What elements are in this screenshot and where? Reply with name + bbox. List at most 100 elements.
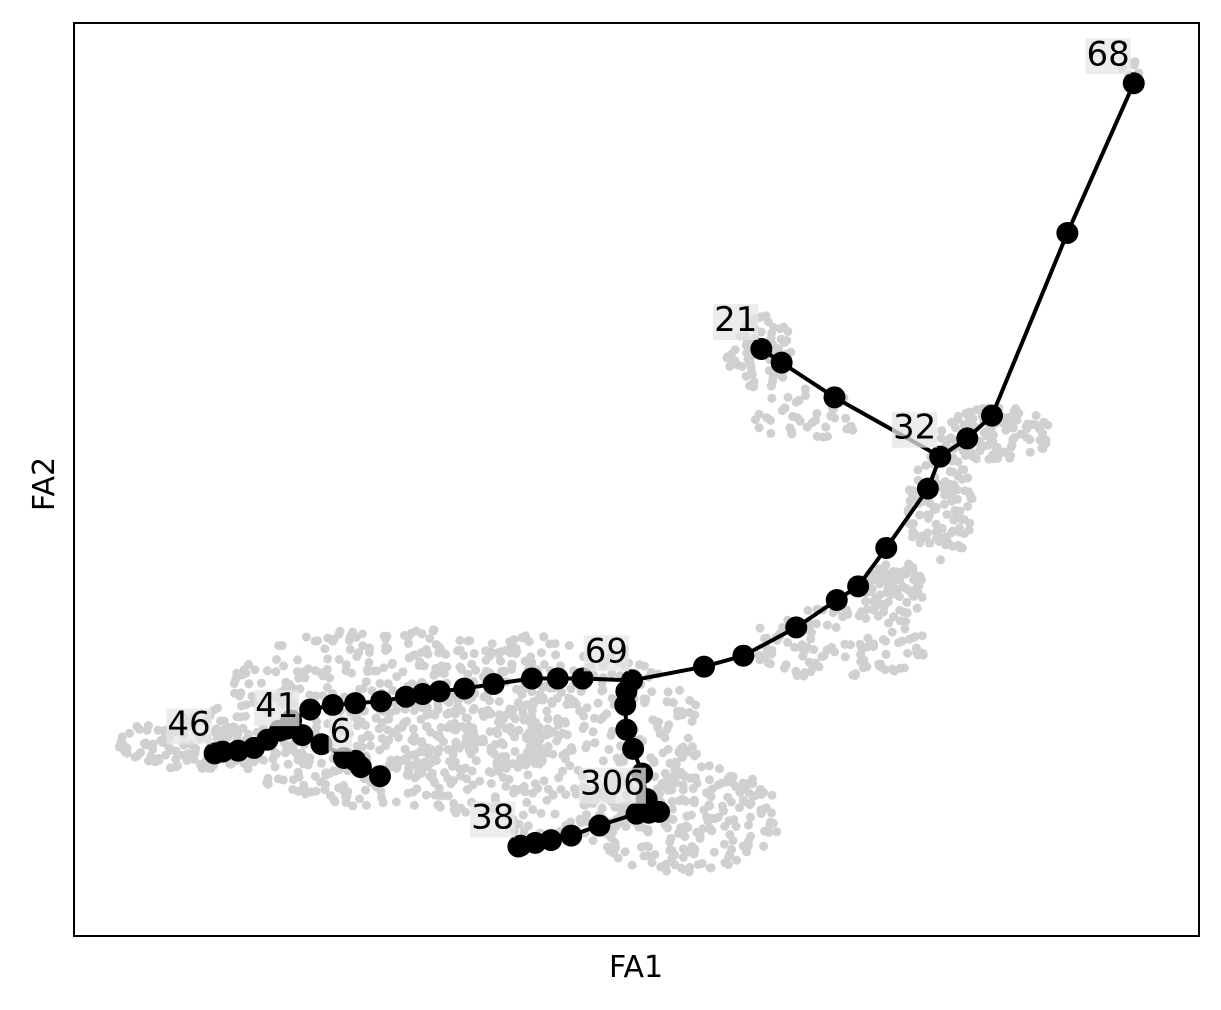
cell-point <box>959 515 969 525</box>
cell-point <box>966 493 976 503</box>
cell-point <box>280 748 290 758</box>
cell-point <box>321 770 331 780</box>
cell-point <box>468 780 478 790</box>
cell-point <box>542 795 552 805</box>
cell-point <box>449 776 459 785</box>
cell-point <box>539 632 549 642</box>
cell-point <box>210 727 220 737</box>
cell-point <box>379 631 389 641</box>
cell-point <box>479 712 489 721</box>
cell-point <box>948 541 958 551</box>
cell-point <box>840 652 850 662</box>
graph-node <box>428 680 451 703</box>
cell-point <box>352 714 362 724</box>
cell-point <box>564 641 574 650</box>
cell-point <box>702 812 712 822</box>
cell-point <box>696 762 706 772</box>
cell-point <box>281 740 291 750</box>
cell-point <box>426 744 435 754</box>
cell-point <box>875 579 884 589</box>
node-label-32: 32 <box>893 408 936 448</box>
cell-point <box>863 633 873 643</box>
graph-node <box>588 814 611 837</box>
cell-point <box>887 586 897 596</box>
cell-point <box>660 733 670 743</box>
cell-point <box>514 725 524 735</box>
cell-point <box>460 739 470 749</box>
graph-node <box>546 667 569 690</box>
graph-node <box>411 683 434 706</box>
cell-point <box>455 662 465 672</box>
cell-point <box>514 819 524 829</box>
cell-point <box>355 684 364 694</box>
cell-point <box>412 771 422 781</box>
cell-point <box>407 679 417 689</box>
cell-point <box>409 800 419 810</box>
cell-point <box>493 757 503 767</box>
cell-point <box>375 679 385 688</box>
cell-point <box>239 759 249 769</box>
cell-point <box>272 749 281 759</box>
cell-point <box>806 619 816 629</box>
cell-point <box>554 773 564 783</box>
cell-point <box>136 748 145 758</box>
cell-point <box>517 690 527 700</box>
node-label-box <box>254 690 300 727</box>
cell-point <box>485 651 495 661</box>
node-label-box <box>166 708 212 745</box>
cell-point <box>947 434 957 444</box>
cell-point <box>894 592 904 602</box>
cell-point <box>388 685 398 695</box>
cell-point <box>668 804 677 814</box>
node-label-box <box>1085 38 1131 75</box>
cell-point <box>707 784 717 794</box>
graph-node <box>614 694 637 717</box>
cell-point <box>1023 419 1033 429</box>
node-label-21: 21 <box>714 300 757 340</box>
cell-point <box>653 722 663 732</box>
cell-point <box>522 748 532 758</box>
cell-point <box>797 640 807 650</box>
graph-node <box>520 667 543 690</box>
node-label-46: 46 <box>167 704 210 744</box>
cell-point <box>522 700 532 710</box>
cell-point <box>311 786 321 796</box>
cell-point <box>543 714 553 724</box>
cell-point <box>417 738 427 748</box>
graph-node <box>785 616 808 639</box>
cell-point <box>1009 406 1019 416</box>
cell-point <box>281 677 291 687</box>
cell-point <box>709 847 719 857</box>
cell-point <box>507 665 517 674</box>
cell-point <box>936 433 946 443</box>
cell-point <box>766 429 776 438</box>
cell-point <box>689 798 699 808</box>
cell-point <box>671 778 681 788</box>
cell-point <box>518 708 528 718</box>
cell-point <box>232 724 242 734</box>
cell-point <box>831 622 841 632</box>
cell-point <box>854 611 864 621</box>
cell-point <box>667 785 677 795</box>
cell-point <box>642 851 652 861</box>
x-axis-label: FA1 <box>609 950 663 985</box>
cell-point <box>483 705 493 715</box>
cell-point <box>808 663 818 673</box>
cell-point <box>501 724 511 734</box>
cell-point <box>923 510 932 520</box>
cell-point <box>759 841 769 851</box>
cell-point <box>731 822 741 831</box>
cell-point <box>310 771 320 781</box>
cell-point <box>478 734 488 744</box>
cell-point <box>639 661 649 671</box>
cell-point <box>310 666 320 676</box>
cell-point <box>588 727 598 737</box>
graph-node <box>956 427 979 450</box>
cell-point <box>777 406 787 416</box>
cell-point <box>546 728 556 738</box>
cell-point <box>881 649 891 659</box>
cell-point <box>322 664 332 674</box>
cell-point <box>366 741 375 751</box>
cell-point <box>528 805 538 815</box>
